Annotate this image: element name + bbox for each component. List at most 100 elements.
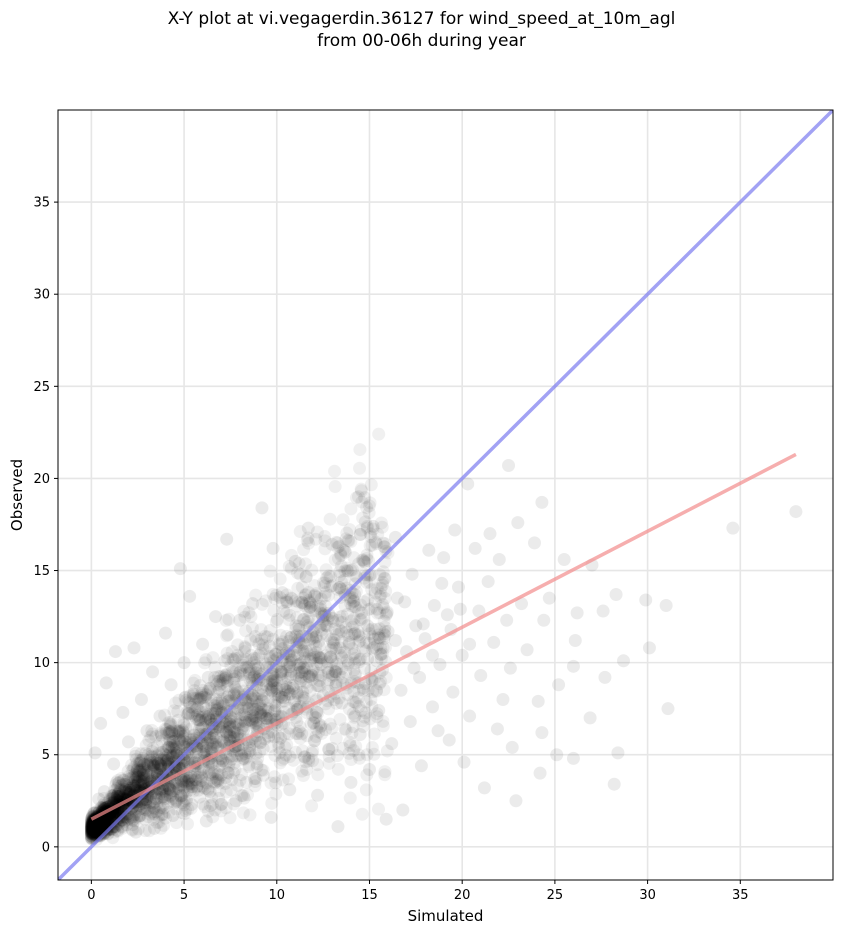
data-point (372, 704, 386, 718)
data-point (394, 683, 408, 697)
data-point (325, 653, 339, 667)
data-point (365, 538, 379, 552)
data-point (313, 651, 327, 665)
data-point (331, 820, 345, 834)
data-point (158, 708, 172, 722)
data-point (265, 684, 279, 698)
data-point (158, 811, 172, 825)
data-point (107, 820, 121, 834)
data-point (195, 771, 209, 785)
data-point (332, 623, 346, 637)
data-point (248, 662, 262, 676)
data-point (127, 780, 141, 794)
data-point (243, 739, 257, 753)
data-point (94, 815, 108, 829)
data-point (333, 712, 347, 726)
data-point (247, 710, 261, 724)
data-point (195, 770, 209, 784)
data-point (263, 711, 277, 725)
data-point (149, 729, 163, 743)
data-point (208, 660, 222, 674)
data-point (264, 739, 278, 753)
data-point (251, 751, 265, 765)
data-point (153, 709, 167, 723)
data-point (254, 623, 268, 637)
data-point (334, 549, 348, 563)
data-point (270, 681, 284, 695)
data-point (354, 704, 368, 718)
data-point (268, 591, 282, 605)
data-point (224, 723, 238, 737)
data-point (283, 670, 297, 684)
data-point (557, 552, 571, 566)
data-point (163, 789, 177, 803)
data-point (347, 627, 361, 641)
data-point (97, 813, 111, 827)
data-point (143, 754, 157, 768)
data-point (295, 764, 309, 778)
data-point (373, 631, 387, 645)
data-point (343, 739, 357, 753)
data-point (171, 779, 185, 793)
data-point (407, 661, 421, 675)
data-point (84, 822, 98, 836)
data-point (122, 770, 136, 784)
data-point (173, 562, 187, 576)
data-point (264, 810, 278, 824)
y-tick-label: 10 (33, 656, 50, 671)
data-point (157, 818, 171, 832)
data-point (199, 712, 213, 726)
data-point (156, 790, 170, 804)
data-point (153, 762, 167, 776)
data-point (274, 667, 288, 681)
data-point (99, 676, 113, 690)
data-point (226, 652, 240, 666)
data-point (334, 547, 348, 561)
data-point (329, 675, 343, 689)
data-point (110, 823, 124, 837)
data-point (314, 651, 328, 665)
data-point (159, 626, 173, 640)
data-point (352, 699, 366, 713)
data-point (249, 691, 263, 705)
data-point (344, 775, 358, 789)
x-axis-label: Simulated (408, 907, 484, 925)
data-point (254, 701, 268, 715)
data-point (366, 630, 380, 644)
data-point (299, 588, 313, 602)
data-point (137, 757, 151, 771)
data-point (268, 704, 282, 718)
data-point (364, 530, 378, 544)
data-point (91, 817, 105, 831)
data-point (361, 652, 375, 666)
data-point (249, 716, 263, 730)
data-point (122, 783, 136, 797)
data-point (224, 658, 238, 672)
data-point (159, 756, 173, 770)
data-point (85, 820, 99, 834)
data-point (195, 686, 209, 700)
y-tick-label: 30 (33, 288, 50, 303)
data-point (323, 512, 337, 526)
data-point (340, 564, 354, 578)
data-point (362, 506, 376, 520)
data-point (468, 541, 482, 555)
data-point (227, 756, 241, 770)
data-point (372, 677, 386, 691)
data-point (318, 589, 332, 603)
data-point (348, 646, 362, 660)
data-point (442, 733, 456, 747)
data-point (138, 812, 152, 826)
data-point (309, 532, 323, 546)
data-point (147, 758, 161, 772)
data-point (244, 663, 258, 677)
data-point (297, 543, 311, 557)
data-point (268, 688, 282, 702)
data-point (320, 619, 334, 633)
data-point (279, 677, 293, 691)
data-point (244, 691, 258, 705)
data-point (427, 599, 441, 613)
data-point (175, 736, 189, 750)
data-point (566, 659, 580, 673)
data-point (206, 810, 220, 824)
